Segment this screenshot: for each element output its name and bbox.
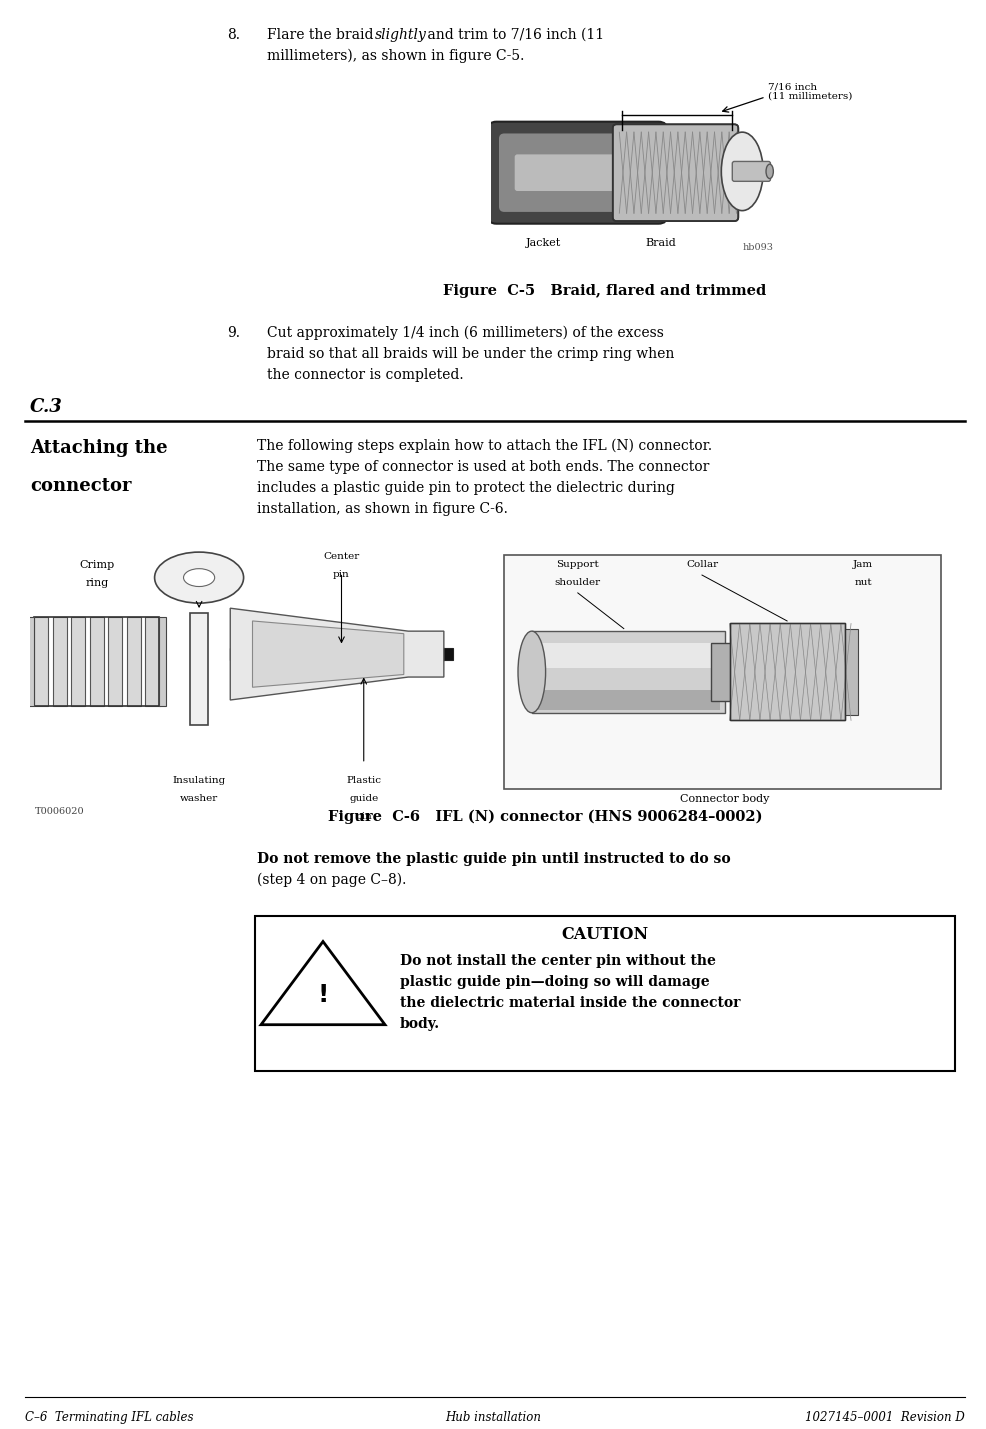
Bar (535, 690, 720, 710)
Bar (52, 617, 67, 706)
Bar (108, 617, 122, 706)
Bar (535, 643, 720, 667)
Text: (11 millimeters): (11 millimeters) (768, 91, 852, 101)
Bar (230, 647, 444, 660)
Bar (90, 617, 104, 706)
Circle shape (155, 552, 244, 603)
Text: 9.: 9. (227, 326, 240, 340)
Bar (729, 623, 844, 720)
Text: Do not install the center pin without the: Do not install the center pin without th… (399, 955, 715, 967)
Ellipse shape (518, 632, 545, 713)
Ellipse shape (721, 131, 762, 210)
Text: Center: Center (323, 552, 359, 562)
Text: Attaching the: Attaching the (30, 439, 168, 457)
Text: The same type of connector is used at both ends. The connector: The same type of connector is used at bo… (256, 460, 709, 474)
Bar (190, 613, 208, 726)
Text: Plastic: Plastic (346, 776, 381, 786)
FancyBboxPatch shape (514, 154, 624, 191)
Bar (145, 617, 160, 706)
Bar (435, 649, 453, 660)
Polygon shape (230, 609, 444, 700)
Text: 8.: 8. (227, 29, 240, 41)
Text: Jacket: Jacket (526, 239, 560, 249)
Text: connector: connector (30, 477, 131, 494)
Text: washer: washer (179, 795, 218, 803)
Text: Figure  C-6   IFL (N) connector (HNS 9006284–0002): Figure C-6 IFL (N) connector (HNS 900628… (327, 810, 761, 825)
FancyBboxPatch shape (732, 161, 770, 181)
Text: slightly: slightly (375, 29, 426, 41)
Text: hb093: hb093 (741, 243, 773, 253)
Text: pin: pin (355, 812, 372, 822)
Text: shoulder: shoulder (554, 577, 600, 586)
Text: (step 4 on page C–8).: (step 4 on page C–8). (256, 873, 406, 887)
Text: CAUTION: CAUTION (561, 926, 648, 943)
Text: millimeters), as shown in figure C-5.: millimeters), as shown in figure C-5. (267, 49, 524, 63)
Bar (159, 617, 166, 706)
Text: installation, as shown in figure C-6.: installation, as shown in figure C-6. (256, 502, 508, 516)
Bar (711, 643, 739, 700)
Text: the connector is completed.: the connector is completed. (267, 369, 463, 382)
Text: guide: guide (349, 795, 378, 803)
FancyBboxPatch shape (499, 133, 653, 211)
Text: Insulating: Insulating (173, 776, 226, 786)
Text: ring: ring (85, 577, 108, 587)
FancyBboxPatch shape (487, 121, 667, 224)
Text: nut: nut (853, 577, 871, 586)
Text: pin: pin (333, 570, 349, 579)
Polygon shape (252, 622, 403, 687)
Text: Collar: Collar (685, 560, 718, 569)
Text: includes a plastic guide pin to protect the dielectric during: includes a plastic guide pin to protect … (256, 482, 674, 494)
Bar (531, 632, 725, 713)
Bar (127, 617, 141, 706)
Text: C–6  Terminating IFL cables: C–6 Terminating IFL cables (25, 1410, 193, 1425)
Bar (71, 617, 85, 706)
Ellipse shape (765, 164, 773, 179)
Text: !: ! (317, 983, 328, 1007)
Text: T0006020: T0006020 (35, 807, 84, 816)
Circle shape (183, 569, 215, 586)
Bar (35, 617, 159, 706)
Polygon shape (260, 942, 385, 1025)
Text: braid so that all braids will be under the crimp ring when: braid so that all braids will be under t… (267, 347, 673, 362)
Text: plastic guide pin—doing so will damage: plastic guide pin—doing so will damage (399, 975, 709, 989)
Bar (28, 617, 35, 706)
Text: Cut approximately 1/4 inch (6 millimeters) of the excess: Cut approximately 1/4 inch (6 millimeter… (267, 326, 664, 340)
Text: body.: body. (399, 1017, 440, 1030)
Text: Figure  C-5   Braid, flared and trimmed: Figure C-5 Braid, flared and trimmed (443, 284, 766, 299)
Text: Jam: Jam (852, 560, 873, 569)
Text: and trim to 7/16 inch (11: and trim to 7/16 inch (11 (423, 29, 603, 41)
Text: Hub installation: Hub installation (445, 1410, 541, 1425)
Text: Support: Support (556, 560, 599, 569)
Text: Flare the braid: Flare the braid (267, 29, 378, 41)
Text: 7/16 inch: 7/16 inch (768, 83, 816, 91)
Text: The following steps explain how to attach the IFL (N) connector.: The following steps explain how to attac… (256, 439, 712, 453)
Text: Do not remove the plastic guide pin until instructed to do so: Do not remove the plastic guide pin unti… (256, 852, 730, 866)
Text: Connector body: Connector body (679, 795, 769, 805)
Bar (729, 623, 844, 720)
Text: the dielectric material inside the connector: the dielectric material inside the conne… (399, 996, 740, 1010)
Bar (35, 617, 48, 706)
Bar (844, 629, 858, 716)
Text: Braid: Braid (645, 239, 675, 249)
FancyBboxPatch shape (612, 124, 738, 221)
Text: C.3: C.3 (30, 399, 63, 416)
Text: Crimp: Crimp (79, 560, 114, 570)
Text: 1027145–0001  Revision D: 1027145–0001 Revision D (805, 1410, 964, 1425)
Bar (254, 916, 954, 1070)
